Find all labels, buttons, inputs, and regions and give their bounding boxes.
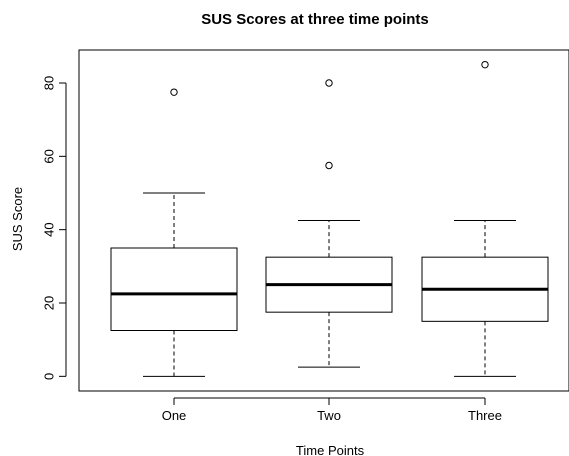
box-one xyxy=(110,88,238,377)
x-tick-label: Three xyxy=(468,408,502,423)
y-axis: 0 20 40 60 80 xyxy=(41,76,67,380)
x-axis: One Two Three xyxy=(162,397,502,423)
iqr-box xyxy=(110,247,238,331)
y-tick-label: 20 xyxy=(41,296,56,310)
plot-frame xyxy=(78,49,569,392)
outlier-point xyxy=(170,88,178,96)
outlier-point xyxy=(325,79,333,87)
outlier-point xyxy=(325,161,333,170)
y-tick-label: 60 xyxy=(41,149,56,163)
box-three xyxy=(421,60,549,377)
x-axis-label: Time Points xyxy=(296,443,365,456)
y-tick-label: 0 xyxy=(41,373,56,380)
outlier-point xyxy=(481,60,489,69)
y-tick-label: 80 xyxy=(41,76,56,90)
y-tick-label: 40 xyxy=(41,222,56,236)
chart-title: SUS Scores at three time points xyxy=(201,11,429,28)
x-tick-label: One xyxy=(162,408,187,423)
box-two xyxy=(265,79,393,368)
y-axis-label: SUS Score xyxy=(10,187,25,251)
boxes-layer xyxy=(110,60,549,377)
x-tick-label: Two xyxy=(317,408,341,423)
